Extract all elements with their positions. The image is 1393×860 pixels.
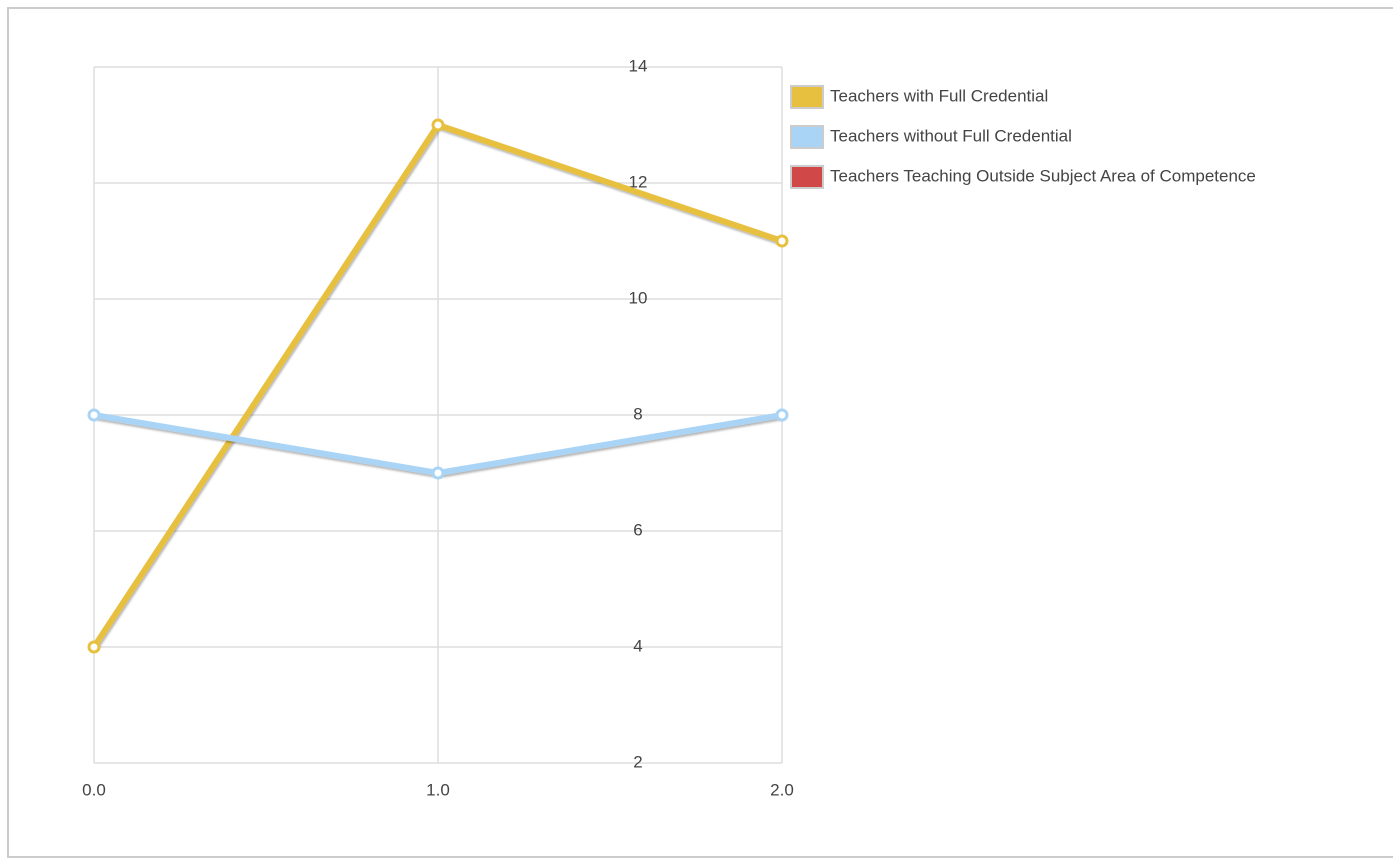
data-point [775, 234, 789, 248]
y-tick-label: 6 [633, 520, 642, 539]
y-tick-label: 4 [633, 636, 642, 655]
y-tick-label: 14 [629, 56, 648, 75]
frame [7, 7, 1393, 858]
x-tick-label: 0.0 [82, 780, 106, 799]
y-tick-label: 8 [633, 404, 642, 423]
data-point [431, 118, 445, 132]
x-tick-label: 2.0 [770, 780, 794, 799]
legend-swatch [790, 125, 824, 149]
y-tick-label: 10 [629, 288, 648, 307]
data-point [87, 408, 101, 422]
data-point [775, 408, 789, 422]
legend-label: Teachers without Full Credential [830, 126, 1072, 145]
x-tick-label: 1.0 [426, 780, 450, 799]
data-point [87, 640, 101, 654]
legend-swatch [790, 165, 824, 189]
y-tick-label: 2 [633, 752, 642, 771]
legend-label: Teachers Teaching Outside Subject Area o… [830, 166, 1256, 185]
legend-label: Teachers with Full Credential [830, 86, 1048, 105]
legend-swatch [790, 85, 824, 109]
y-tick-label: 12 [629, 172, 648, 191]
data-point [431, 466, 445, 480]
